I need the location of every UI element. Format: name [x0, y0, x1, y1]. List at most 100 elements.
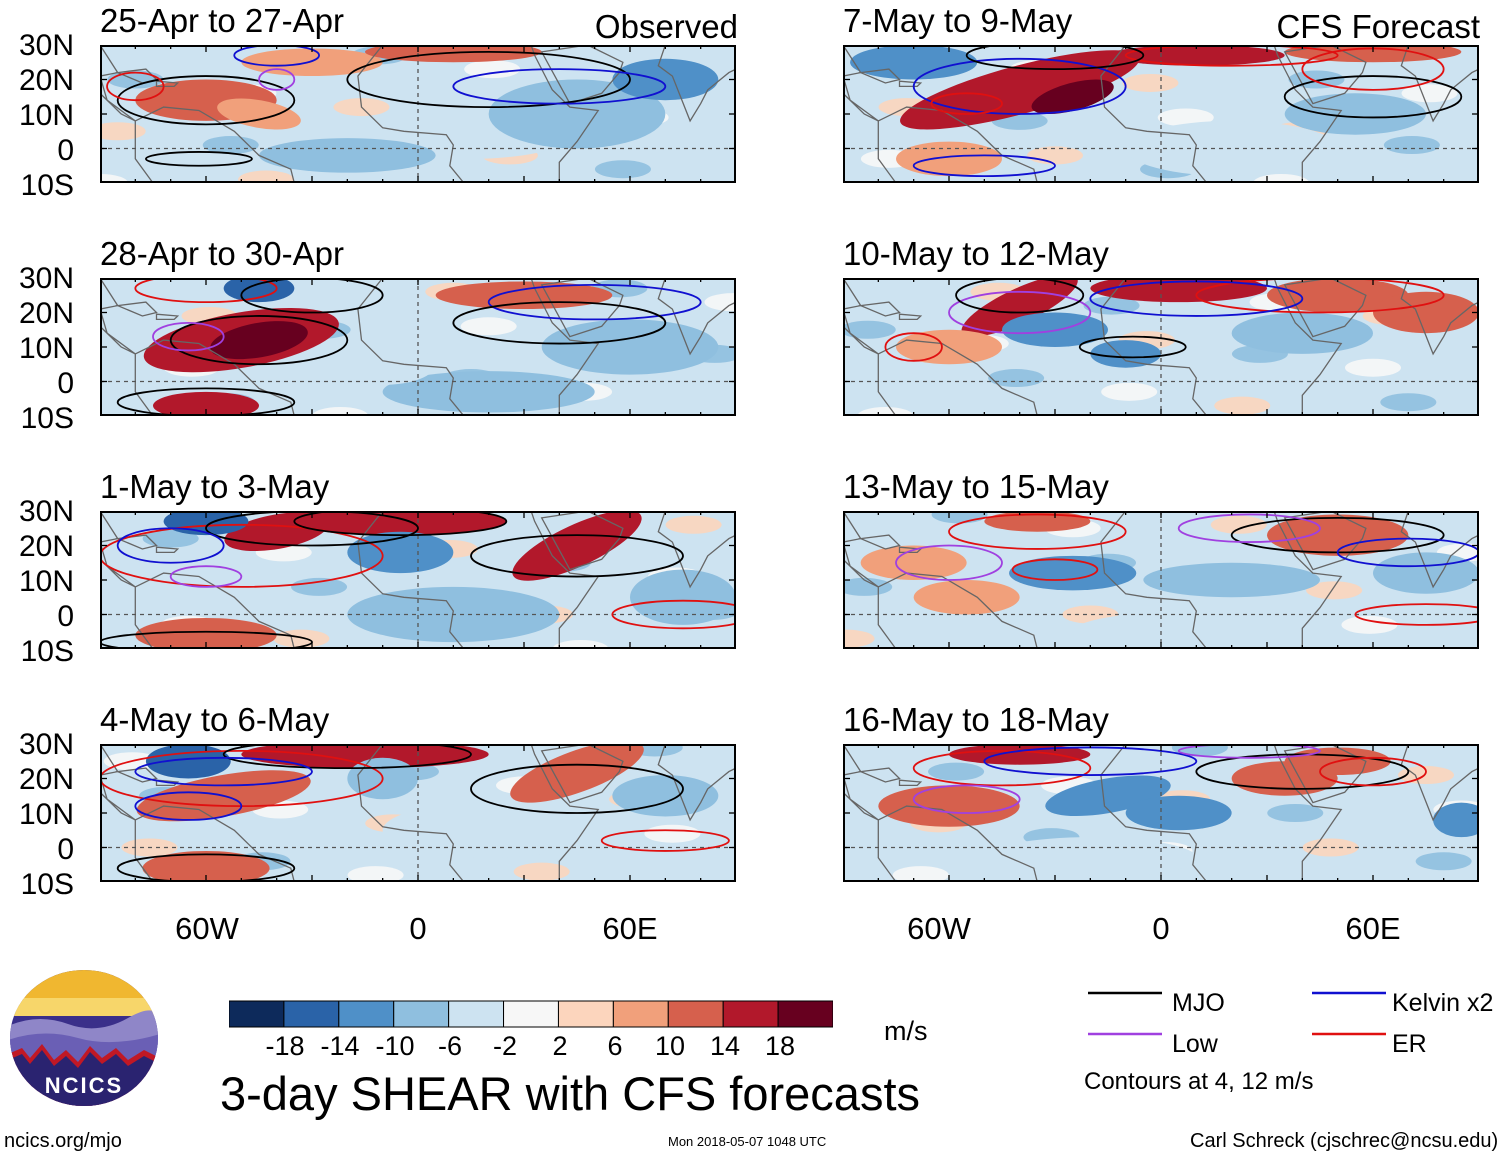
- shear-patch: [464, 60, 521, 79]
- shear-patch: [843, 320, 896, 339]
- shear-map-panel: [843, 278, 1479, 416]
- shear-field: [896, 141, 1002, 177]
- shear-map-panel: [843, 744, 1479, 882]
- coastline: [657, 511, 736, 589]
- y-tick-label: 10S: [20, 402, 74, 435]
- colorbar-level: -2: [492, 1031, 517, 1061]
- coastline: [898, 779, 923, 787]
- panel-title: 25-Apr to 27-Apr: [100, 2, 344, 39]
- shear-patch: [142, 529, 199, 548]
- colorbar-level: 6: [607, 1031, 623, 1061]
- shear-field: [1090, 340, 1161, 368]
- shear-field: [984, 511, 1091, 532]
- shear-field: [1125, 120, 1338, 177]
- colorbar-swatch: [229, 1000, 285, 1028]
- mjo-legend-line: [1088, 991, 1162, 995]
- wave-contour: [233, 45, 320, 67]
- shear-field: [217, 98, 301, 130]
- wave-contour: [293, 511, 508, 537]
- shear-field: [329, 343, 436, 385]
- y-tick-label: 10S: [20, 169, 74, 202]
- shear-field: [541, 319, 719, 375]
- coastline: [858, 68, 901, 84]
- coastline: [134, 805, 295, 882]
- coastline: [858, 767, 901, 783]
- colorbar-level: -6: [437, 1031, 462, 1061]
- colorbar-swatch: [503, 1000, 559, 1028]
- coastline: [843, 744, 879, 821]
- shear-field: [1072, 611, 1320, 649]
- panel-title: 1-May to 3-May: [100, 468, 330, 505]
- shear-patch: [100, 122, 146, 141]
- low-legend-line: [1088, 1032, 1162, 1036]
- er-legend-line: [1312, 1032, 1386, 1036]
- wave-contour: [600, 829, 730, 852]
- coastline: [877, 572, 1038, 649]
- shear-patch: [665, 515, 722, 534]
- shear-patch: [312, 407, 369, 416]
- shear-map-panel: [843, 45, 1479, 183]
- wave-contour: [106, 71, 165, 102]
- wave-contour: [1195, 278, 1445, 314]
- shear-patch: [1122, 73, 1179, 92]
- shear-field: [210, 321, 308, 360]
- legend-label-er: ER: [1392, 1030, 1427, 1058]
- coastline: [843, 511, 879, 588]
- shear-patch: [1210, 515, 1267, 534]
- shear-field: [153, 391, 259, 416]
- colorbar-swatch: [283, 1000, 340, 1028]
- colorbar-swatch: [557, 1000, 614, 1028]
- y-tick-label: 20N: [18, 297, 74, 330]
- wave-contour: [100, 523, 384, 588]
- coastline: [115, 534, 158, 550]
- wave-contour: [152, 321, 225, 352]
- coastline: [877, 339, 1038, 416]
- shear-patch: [1341, 615, 1398, 634]
- coastline: [155, 80, 180, 88]
- panel-title: 4-May to 6-May: [100, 701, 330, 738]
- coastline: [134, 572, 295, 649]
- coastline: [1400, 511, 1479, 589]
- site-link[interactable]: ncics.org/mjo: [4, 1130, 122, 1152]
- shear-field: [145, 744, 231, 779]
- shear-field: [913, 580, 1020, 615]
- coastline: [858, 534, 901, 550]
- y-tick-label: 0: [57, 134, 74, 167]
- coastline: [1100, 278, 1343, 416]
- wave-contour: [487, 283, 702, 321]
- shear-patch: [1083, 296, 1140, 315]
- wave-contour: [955, 278, 1085, 314]
- shear-field: [1284, 45, 1462, 63]
- x-tick-label: 60W: [907, 911, 971, 946]
- colorbar-swatch: [393, 1000, 450, 1028]
- colorbar-level: 2: [552, 1031, 568, 1061]
- colorbar-level: -14: [320, 1031, 360, 1061]
- shear-field: [512, 511, 642, 581]
- y-tick-label: 10N: [18, 332, 74, 365]
- wave-contour: [169, 565, 243, 588]
- shear-field: [1433, 802, 1479, 838]
- y-tick-label: 10N: [18, 99, 74, 132]
- wave-contour: [1011, 558, 1099, 581]
- shear-field: [612, 775, 719, 817]
- author-credit: Carl Schreck (cjschrec@ncsu.edu): [1190, 1130, 1499, 1152]
- wave-contour: [948, 513, 1127, 550]
- wave-contour: [240, 278, 384, 314]
- coastline: [657, 278, 736, 356]
- wave-contour: [1177, 513, 1321, 543]
- shear-patch: [1101, 382, 1158, 401]
- wave-contour: [1078, 335, 1187, 359]
- x-tick-label: 60W: [175, 911, 239, 946]
- shear-field: [510, 744, 644, 803]
- wave-contour: [452, 301, 667, 345]
- coastline: [657, 45, 736, 123]
- observed-label: Observed: [594, 8, 738, 45]
- shear-patch: [291, 577, 348, 596]
- shear-field: [878, 785, 1020, 827]
- shear-patch: [1302, 838, 1359, 857]
- coastline: [357, 744, 600, 882]
- wave-contour: [965, 45, 1145, 71]
- wave-contour: [1319, 756, 1427, 787]
- shear-patch: [273, 629, 330, 648]
- colorbar-level: 18: [764, 1031, 796, 1061]
